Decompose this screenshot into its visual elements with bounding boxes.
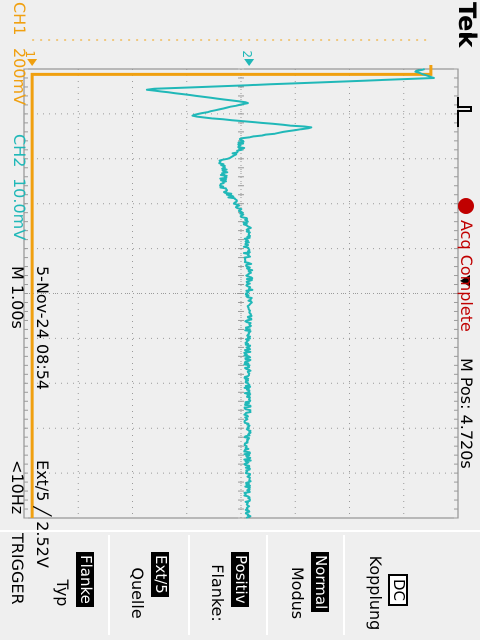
ch1-waveform: [30, 39, 433, 518]
timebase-readout: M 1.00s: [8, 266, 27, 329]
ch2-label: CH2: [10, 134, 29, 168]
acquisition-status: Acq Complete: [457, 220, 476, 332]
ch2-marker-label: 2: [240, 50, 254, 58]
ch1-ground-marker-shape: [27, 59, 38, 66]
menu-quelle-label[interactable]: Quelle: [128, 567, 147, 619]
menu-kopplung-value[interactable]: DC: [388, 574, 408, 607]
status-indicator-icon: [458, 198, 474, 214]
menu-quelle-value[interactable]: Ext/5: [151, 552, 170, 597]
date-time-readout: 5-Nov-24 08:54: [33, 266, 52, 391]
trigger-menu-title: TRIGGER: [8, 533, 27, 605]
ch2-ground-marker-icon: 2: [240, 50, 255, 66]
ch2-scale: 10.0mV: [10, 178, 29, 241]
ch1-scale: 200mV: [10, 48, 29, 106]
menu-modus-value[interactable]: Normal: [311, 552, 330, 613]
trigger-type-icon: [457, 97, 472, 127]
horizontal-position: M Pos: 4.720s: [457, 358, 476, 469]
menu-flanke-label[interactable]: Flanke:: [208, 564, 227, 622]
trigger-position-arrow-icon: [460, 274, 470, 287]
menu-typ-label[interactable]: Typ: [53, 579, 72, 607]
menu-flanke-value[interactable]: Positiv: [231, 552, 250, 607]
menu-typ-value[interactable]: Flanke: [76, 552, 95, 607]
ch2-trace-line: [145, 68, 435, 519]
ch1-marker-label: 1: [23, 50, 37, 58]
horizontal-marker-icon: [460, 33, 472, 41]
ch2-ground-marker-shape: [244, 59, 255, 66]
menu-modus-label[interactable]: Modus: [288, 566, 307, 620]
ch1-trace-line: [30, 65, 433, 518]
ch1-ground-marker-icon: 1: [23, 50, 38, 66]
menu-kopplung-label[interactable]: Kopplung: [366, 555, 385, 631]
brand-logo: Tek: [453, 2, 480, 48]
trigger-frequency: <10Hz: [8, 460, 27, 515]
ch1-label: CH1: [10, 2, 29, 36]
ch2-waveform: [145, 68, 435, 519]
graticule-grid: [23, 68, 459, 519]
